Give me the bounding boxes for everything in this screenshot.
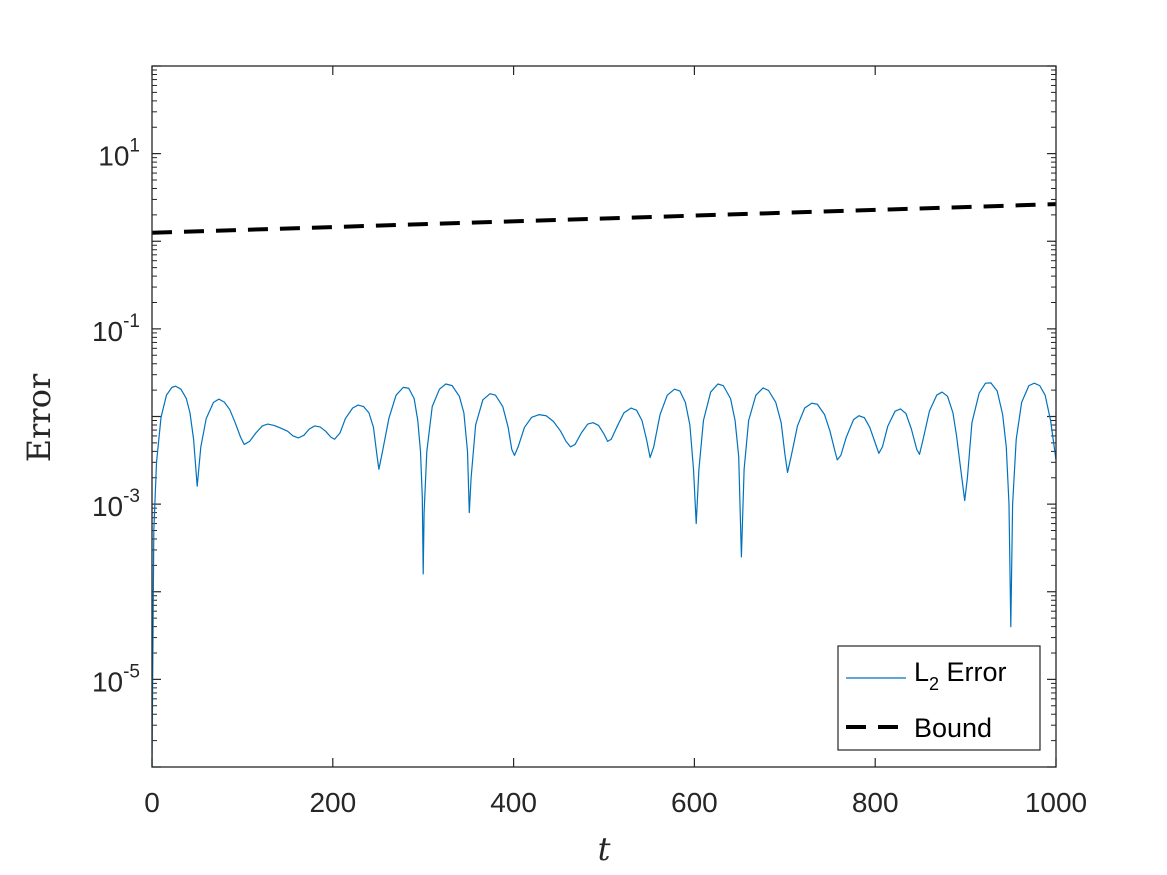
series-layer	[152, 202, 1056, 767]
series-bound-line	[152, 202, 1056, 235]
y-tick-exponent: -5	[123, 661, 140, 682]
y-tick-label: 101	[98, 136, 140, 172]
x-axis-label: t	[598, 830, 611, 868]
series-l2-error-line	[152, 382, 1056, 767]
legend-label-bound: Bound	[914, 713, 992, 743]
legend-box	[837, 645, 1041, 751]
y-axis-label: Error	[20, 373, 58, 462]
y-tick-label: 10-5	[92, 661, 140, 697]
y-tick-exponent: 1	[129, 136, 140, 157]
y-tick-base: 10	[92, 491, 123, 522]
legend-l2-subscript: 2	[929, 674, 939, 694]
y-tick-base: 10	[92, 666, 123, 697]
legend: L2 Error Bound	[837, 645, 1041, 751]
x-tick-label: 0	[144, 787, 160, 818]
y-tick-exponent: -1	[123, 311, 140, 332]
x-tick-label: 600	[671, 787, 718, 818]
y-tick-label: 10-1	[92, 311, 140, 347]
legend-l2-main: L	[914, 657, 929, 687]
x-tick-label: 1000	[1025, 787, 1087, 818]
y-tick-label: 10-3	[92, 486, 140, 522]
x-tick-label: 800	[852, 787, 899, 818]
x-tick-labels: 0 200 400 600 800 1000	[144, 787, 1087, 818]
legend-label-l2-error: L2 Error	[914, 657, 1007, 694]
x-tick-label: 400	[490, 787, 537, 818]
plot-frame	[151, 65, 1057, 768]
y-tick-exponent: -3	[123, 486, 140, 507]
minor-ticks	[152, 69, 1056, 742]
x-tick-label: 200	[309, 787, 356, 818]
y-tick-base: 10	[92, 316, 123, 347]
y-tick-base: 10	[98, 141, 129, 172]
legend-l2-rest: Error	[939, 657, 1007, 687]
